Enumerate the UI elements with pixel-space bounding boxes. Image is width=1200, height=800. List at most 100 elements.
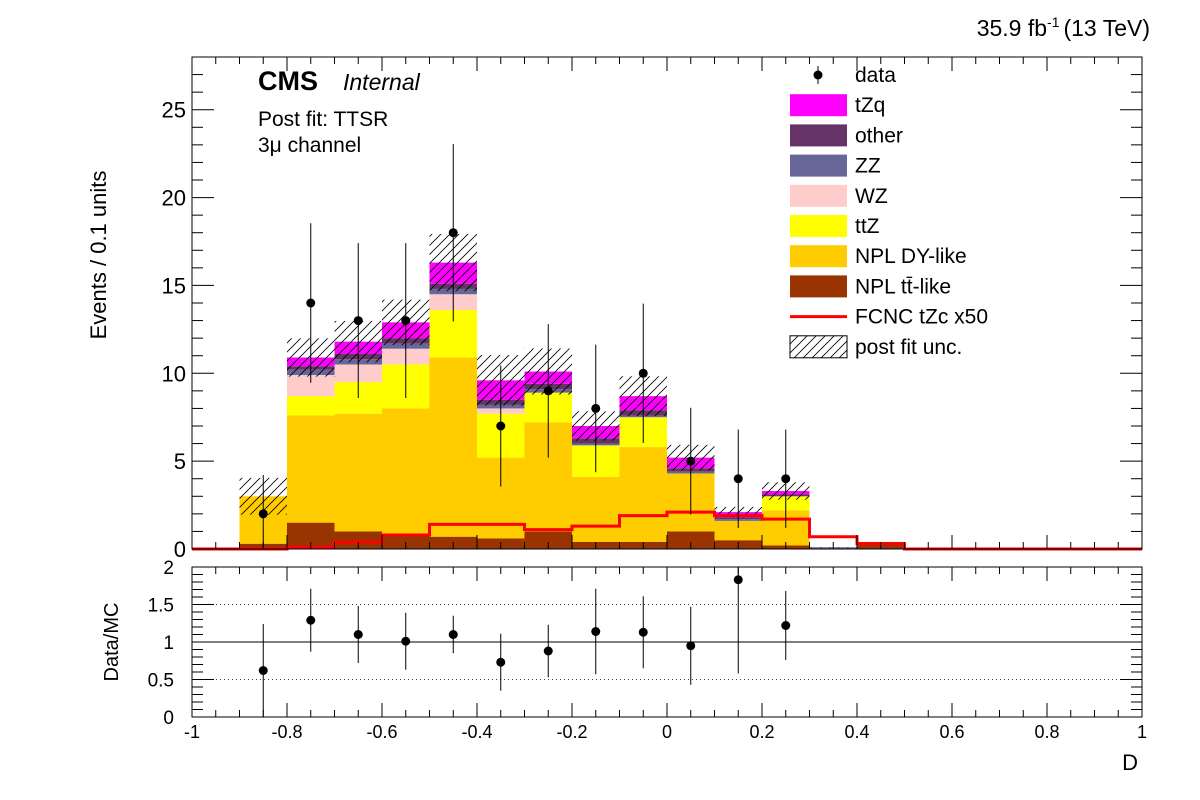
data-point bbox=[781, 474, 791, 484]
ratio-gridlines bbox=[192, 604, 1142, 680]
legend-label: post fit unc. bbox=[855, 336, 962, 359]
y-tick-label: 15 bbox=[162, 273, 186, 298]
top-panel: 0 5 10 15 20 25 CMS Internal Post fit: TTSR 3… bbox=[86, 56, 1143, 562]
y-tick-label: 5 bbox=[174, 449, 186, 474]
ratio-point bbox=[258, 666, 268, 675]
x-tick-label: 0.6 bbox=[939, 722, 964, 742]
ratio-axis: 0 0.5 1 1.5 2 -1 -0.8 -0.6 -0.4 -0.2 0 0.2 0.4 0.6 0.8… bbox=[148, 558, 1147, 742]
stack-layer bbox=[239, 262, 905, 549]
top-axis: 0 5 10 15 20 25 bbox=[162, 57, 1143, 562]
cms-label: CMS bbox=[258, 66, 318, 96]
ratio-point bbox=[401, 636, 411, 646]
data-point bbox=[353, 316, 363, 326]
ratio-point bbox=[306, 615, 316, 625]
legend-entry-3: ZZ bbox=[790, 154, 881, 178]
legend-label: FCNC tZc x50 bbox=[855, 306, 988, 329]
legend-label: ttZ bbox=[855, 215, 880, 238]
postfit-label: Post fit: TTSR bbox=[258, 108, 388, 131]
bar-npl_dy-4 bbox=[382, 408, 430, 535]
bar-npl_dy-11 bbox=[714, 520, 762, 541]
x-tick-label: 1 bbox=[1137, 722, 1147, 742]
bar-npl_dy-9 bbox=[619, 447, 667, 542]
internal-label: Internal bbox=[343, 69, 421, 95]
ratio-point bbox=[543, 646, 553, 656]
legend-entry-4: WZ bbox=[790, 184, 888, 208]
ratio-point bbox=[781, 621, 791, 630]
x-axis-label: D bbox=[1122, 750, 1138, 775]
data-point bbox=[401, 316, 411, 326]
x-tick-label: -0.2 bbox=[556, 722, 587, 742]
bar-npl_tt-7 bbox=[524, 531, 572, 549]
ratio-point bbox=[733, 575, 743, 585]
ratio-y-tick-label: 2 bbox=[163, 558, 174, 579]
legend-swatch bbox=[790, 154, 847, 177]
ratio-point bbox=[496, 657, 506, 667]
legend-entry-2: other bbox=[790, 124, 903, 147]
legend-entry-7: NPL tt̄-like bbox=[790, 275, 951, 298]
legend-hatch bbox=[789, 335, 848, 359]
x-tick-label: 0.4 bbox=[844, 722, 869, 742]
y-tick-label: 0 bbox=[174, 537, 186, 562]
bar-npl_dy-3 bbox=[334, 413, 382, 532]
lumi-label: 35.9 fb-1 (13 TeV) bbox=[977, 14, 1150, 41]
ratio-y-tick-label: 0 bbox=[163, 708, 174, 729]
legend-entry-5: ttZ bbox=[790, 215, 880, 238]
legend-label: data bbox=[855, 64, 896, 87]
legend-swatch bbox=[790, 275, 847, 298]
x-tick-label: 0.2 bbox=[749, 722, 774, 742]
bar-npl_dy-2 bbox=[287, 415, 335, 523]
legend-label: other bbox=[855, 124, 903, 147]
data-point bbox=[258, 509, 268, 519]
x-tick-label: -0.4 bbox=[461, 722, 492, 742]
data-point bbox=[496, 421, 506, 431]
data-point bbox=[591, 403, 601, 413]
legend-entry-0: data bbox=[813, 64, 896, 87]
ratio-point bbox=[686, 641, 696, 651]
bar-wz-2 bbox=[287, 375, 335, 397]
legend-entry-1: tZq bbox=[790, 94, 885, 117]
y-tick-label: 10 bbox=[162, 361, 186, 386]
legend-label: NPL tt̄-like bbox=[855, 275, 951, 298]
bar-npl_tt-3 bbox=[334, 531, 382, 549]
data-point bbox=[306, 298, 316, 308]
x-tick-label: -1 bbox=[184, 722, 200, 742]
legend-label: ZZ bbox=[855, 155, 881, 178]
ratio-y-axis-label: Data/MC bbox=[101, 603, 123, 682]
ratio-point bbox=[591, 627, 601, 636]
channel-label: 3μ channel bbox=[258, 134, 361, 157]
data-point bbox=[686, 456, 696, 466]
ratio-point bbox=[353, 630, 363, 639]
legend-marker bbox=[813, 70, 823, 80]
ratio-points bbox=[258, 567, 791, 717]
data-point bbox=[448, 228, 458, 238]
ratio-y-tick-label: 0.5 bbox=[148, 671, 174, 692]
data-point bbox=[733, 474, 743, 484]
legend: data tZq other ZZ WZ ttZ NPL DY-like NPL tt̄-li… bbox=[789, 64, 988, 359]
legend-label: NPL DY-like bbox=[855, 245, 967, 268]
top-y-axis-label: Events / 0.1 units bbox=[86, 171, 111, 340]
ratio-point bbox=[638, 627, 648, 637]
bar-npl_tt-4 bbox=[382, 534, 430, 549]
data-points bbox=[258, 144, 791, 549]
x-tick-label: -0.8 bbox=[271, 722, 302, 742]
ratio-y-tick-label: 1.5 bbox=[148, 596, 174, 617]
y-tick-label: 25 bbox=[162, 98, 186, 123]
legend-entry-9: post fit unc. bbox=[789, 335, 962, 359]
legend-swatch bbox=[790, 94, 847, 117]
x-tick-label: -0.6 bbox=[366, 722, 397, 742]
legend-swatch bbox=[790, 124, 847, 147]
bar-npl_tt-10 bbox=[667, 531, 715, 549]
legend-label: WZ bbox=[855, 185, 888, 208]
data-point bbox=[638, 368, 648, 378]
x-tick-label: 0.8 bbox=[1034, 722, 1059, 742]
legend-swatch bbox=[790, 184, 847, 207]
legend-entry-6: NPL DY-like bbox=[790, 245, 967, 268]
bar-npl_dy-5 bbox=[429, 357, 477, 537]
legend-label: tZq bbox=[855, 94, 885, 117]
ratio-panel: 0 0.5 1 1.5 2 -1 -0.8 -0.6 -0.4 -0.2 0 0.2 0.4 0.6 0.8… bbox=[101, 558, 1147, 775]
bar-ttz-2 bbox=[287, 396, 335, 416]
ratio-point bbox=[448, 630, 458, 639]
x-tick-label: 0 bbox=[662, 722, 672, 742]
bar-npl_dy-8 bbox=[572, 476, 620, 542]
